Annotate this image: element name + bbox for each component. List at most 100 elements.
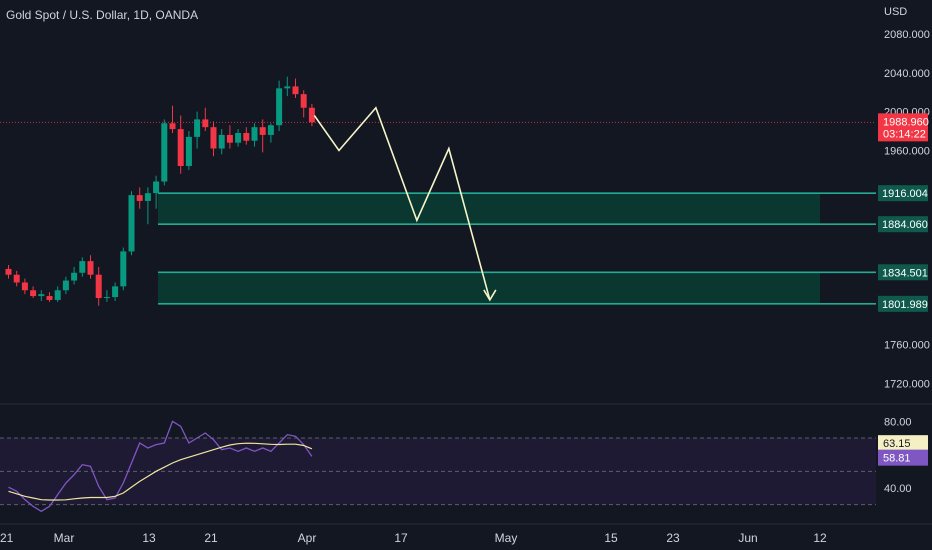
time-tick-label: 23: [666, 531, 680, 545]
candle-body: [267, 125, 274, 135]
support-zones: [0, 121, 876, 305]
candle-body: [30, 290, 37, 297]
rsi-value-box: [878, 449, 928, 466]
candle-body: [210, 127, 217, 149]
rsi-ma-label: 63.15: [883, 438, 911, 450]
projection-path: [313, 106, 497, 302]
candle: [95, 266, 102, 306]
rsi-tick-label: 80.00: [884, 416, 912, 428]
candle-body: [21, 282, 28, 291]
candle: [226, 125, 233, 149]
candle-body: [251, 127, 258, 141]
candle-body: [71, 272, 78, 281]
time-tick-label: 21: [0, 531, 14, 545]
zone-box-1[interactable]: [158, 193, 820, 225]
candle: [5, 265, 12, 279]
countdown-label: 03:14:22: [883, 128, 926, 140]
candle: [79, 257, 86, 277]
candle: [153, 175, 160, 209]
current-price-box[interactable]: [878, 113, 928, 142]
rsi-value-label: 58.81: [883, 453, 911, 465]
price-tick-label: 1720.000: [884, 378, 930, 390]
time-axis[interactable]: 21 Mar 13 21 Apr 17 May 15 23 Jun 12: [0, 523, 932, 545]
candle: [235, 129, 242, 147]
candle-body: [194, 119, 201, 137]
candle-body: [144, 193, 151, 201]
candle-body: [87, 261, 94, 275]
projection-line[interactable]: [313, 106, 491, 301]
candle-body: [128, 195, 135, 252]
candle: [120, 247, 127, 291]
rsi-ma-box: [878, 435, 928, 452]
rsi-tick-label: 40.00: [884, 483, 912, 495]
level-label: 1916.004: [882, 188, 928, 200]
arrow-head-icon: [483, 289, 497, 302]
candle-body: [62, 280, 69, 291]
candle: [177, 115, 184, 174]
candle: [21, 278, 28, 295]
price-candles: [5, 76, 315, 306]
candle-body: [300, 94, 307, 108]
candle-body: [38, 294, 45, 297]
candle-body: [46, 296, 53, 300]
candle: [13, 270, 20, 287]
candle: [218, 129, 225, 155]
time-tick-label: 12: [813, 531, 827, 545]
candle: [308, 103, 315, 127]
level-label: 1801.989: [882, 299, 928, 311]
candle: [54, 286, 61, 302]
candle: [161, 119, 168, 186]
candle-body: [259, 127, 266, 135]
level-label: 1834.501: [882, 267, 928, 279]
candle: [128, 191, 135, 256]
candle: [202, 107, 209, 132]
candle-body: [308, 107, 315, 123]
candle-body: [54, 290, 61, 300]
rsi-line[interactable]: [8, 420, 313, 513]
candle-body: [169, 123, 176, 130]
candle: [276, 80, 283, 132]
level-label-box[interactable]: [878, 295, 928, 312]
candle-body: [276, 88, 283, 126]
candle: [185, 131, 192, 170]
candle-body: [185, 136, 192, 166]
candle: [71, 266, 78, 285]
candle-body: [13, 274, 20, 283]
candle: [194, 111, 201, 149]
candle-body: [202, 119, 209, 128]
level-label-box[interactable]: [878, 264, 928, 281]
time-tick-label: Jun: [738, 531, 757, 545]
level-label-box[interactable]: [878, 216, 928, 233]
candle-body: [136, 195, 143, 201]
level-label-box[interactable]: [878, 185, 928, 202]
candle-body: [226, 134, 233, 143]
rsi-pane: [0, 403, 932, 513]
candle-body: [218, 134, 225, 149]
price-tick-label: 1760.000: [884, 340, 930, 352]
candle: [210, 121, 217, 157]
candle: [62, 276, 69, 295]
candle: [292, 78, 299, 99]
currency-label: USD: [884, 6, 908, 18]
candle-body: [292, 86, 299, 95]
candle: [284, 76, 291, 97]
price-tick-label: 2040.000: [884, 68, 930, 80]
price-axis[interactable]: 2080.0002040.0002000.0001960.0001760.000…: [878, 29, 930, 495]
candle-body: [177, 129, 184, 166]
candle-body: [284, 86, 291, 89]
time-tick-label: 17: [394, 531, 408, 545]
symbol-title[interactable]: Gold Spot / U.S. Dollar, 1D, OANDA: [6, 8, 199, 22]
candle: [267, 123, 274, 143]
candle: [38, 290, 45, 301]
candle: [46, 292, 53, 302]
candle: [136, 187, 143, 209]
candle-body: [112, 286, 119, 298]
candle-body: [5, 268, 12, 275]
rsi-ma-line[interactable]: [8, 442, 313, 501]
candle: [30, 286, 37, 299]
candle: [169, 105, 176, 133]
time-tick-label: 13: [142, 531, 156, 545]
time-tick-label: Mar: [54, 531, 75, 545]
candle-body: [243, 132, 250, 141]
